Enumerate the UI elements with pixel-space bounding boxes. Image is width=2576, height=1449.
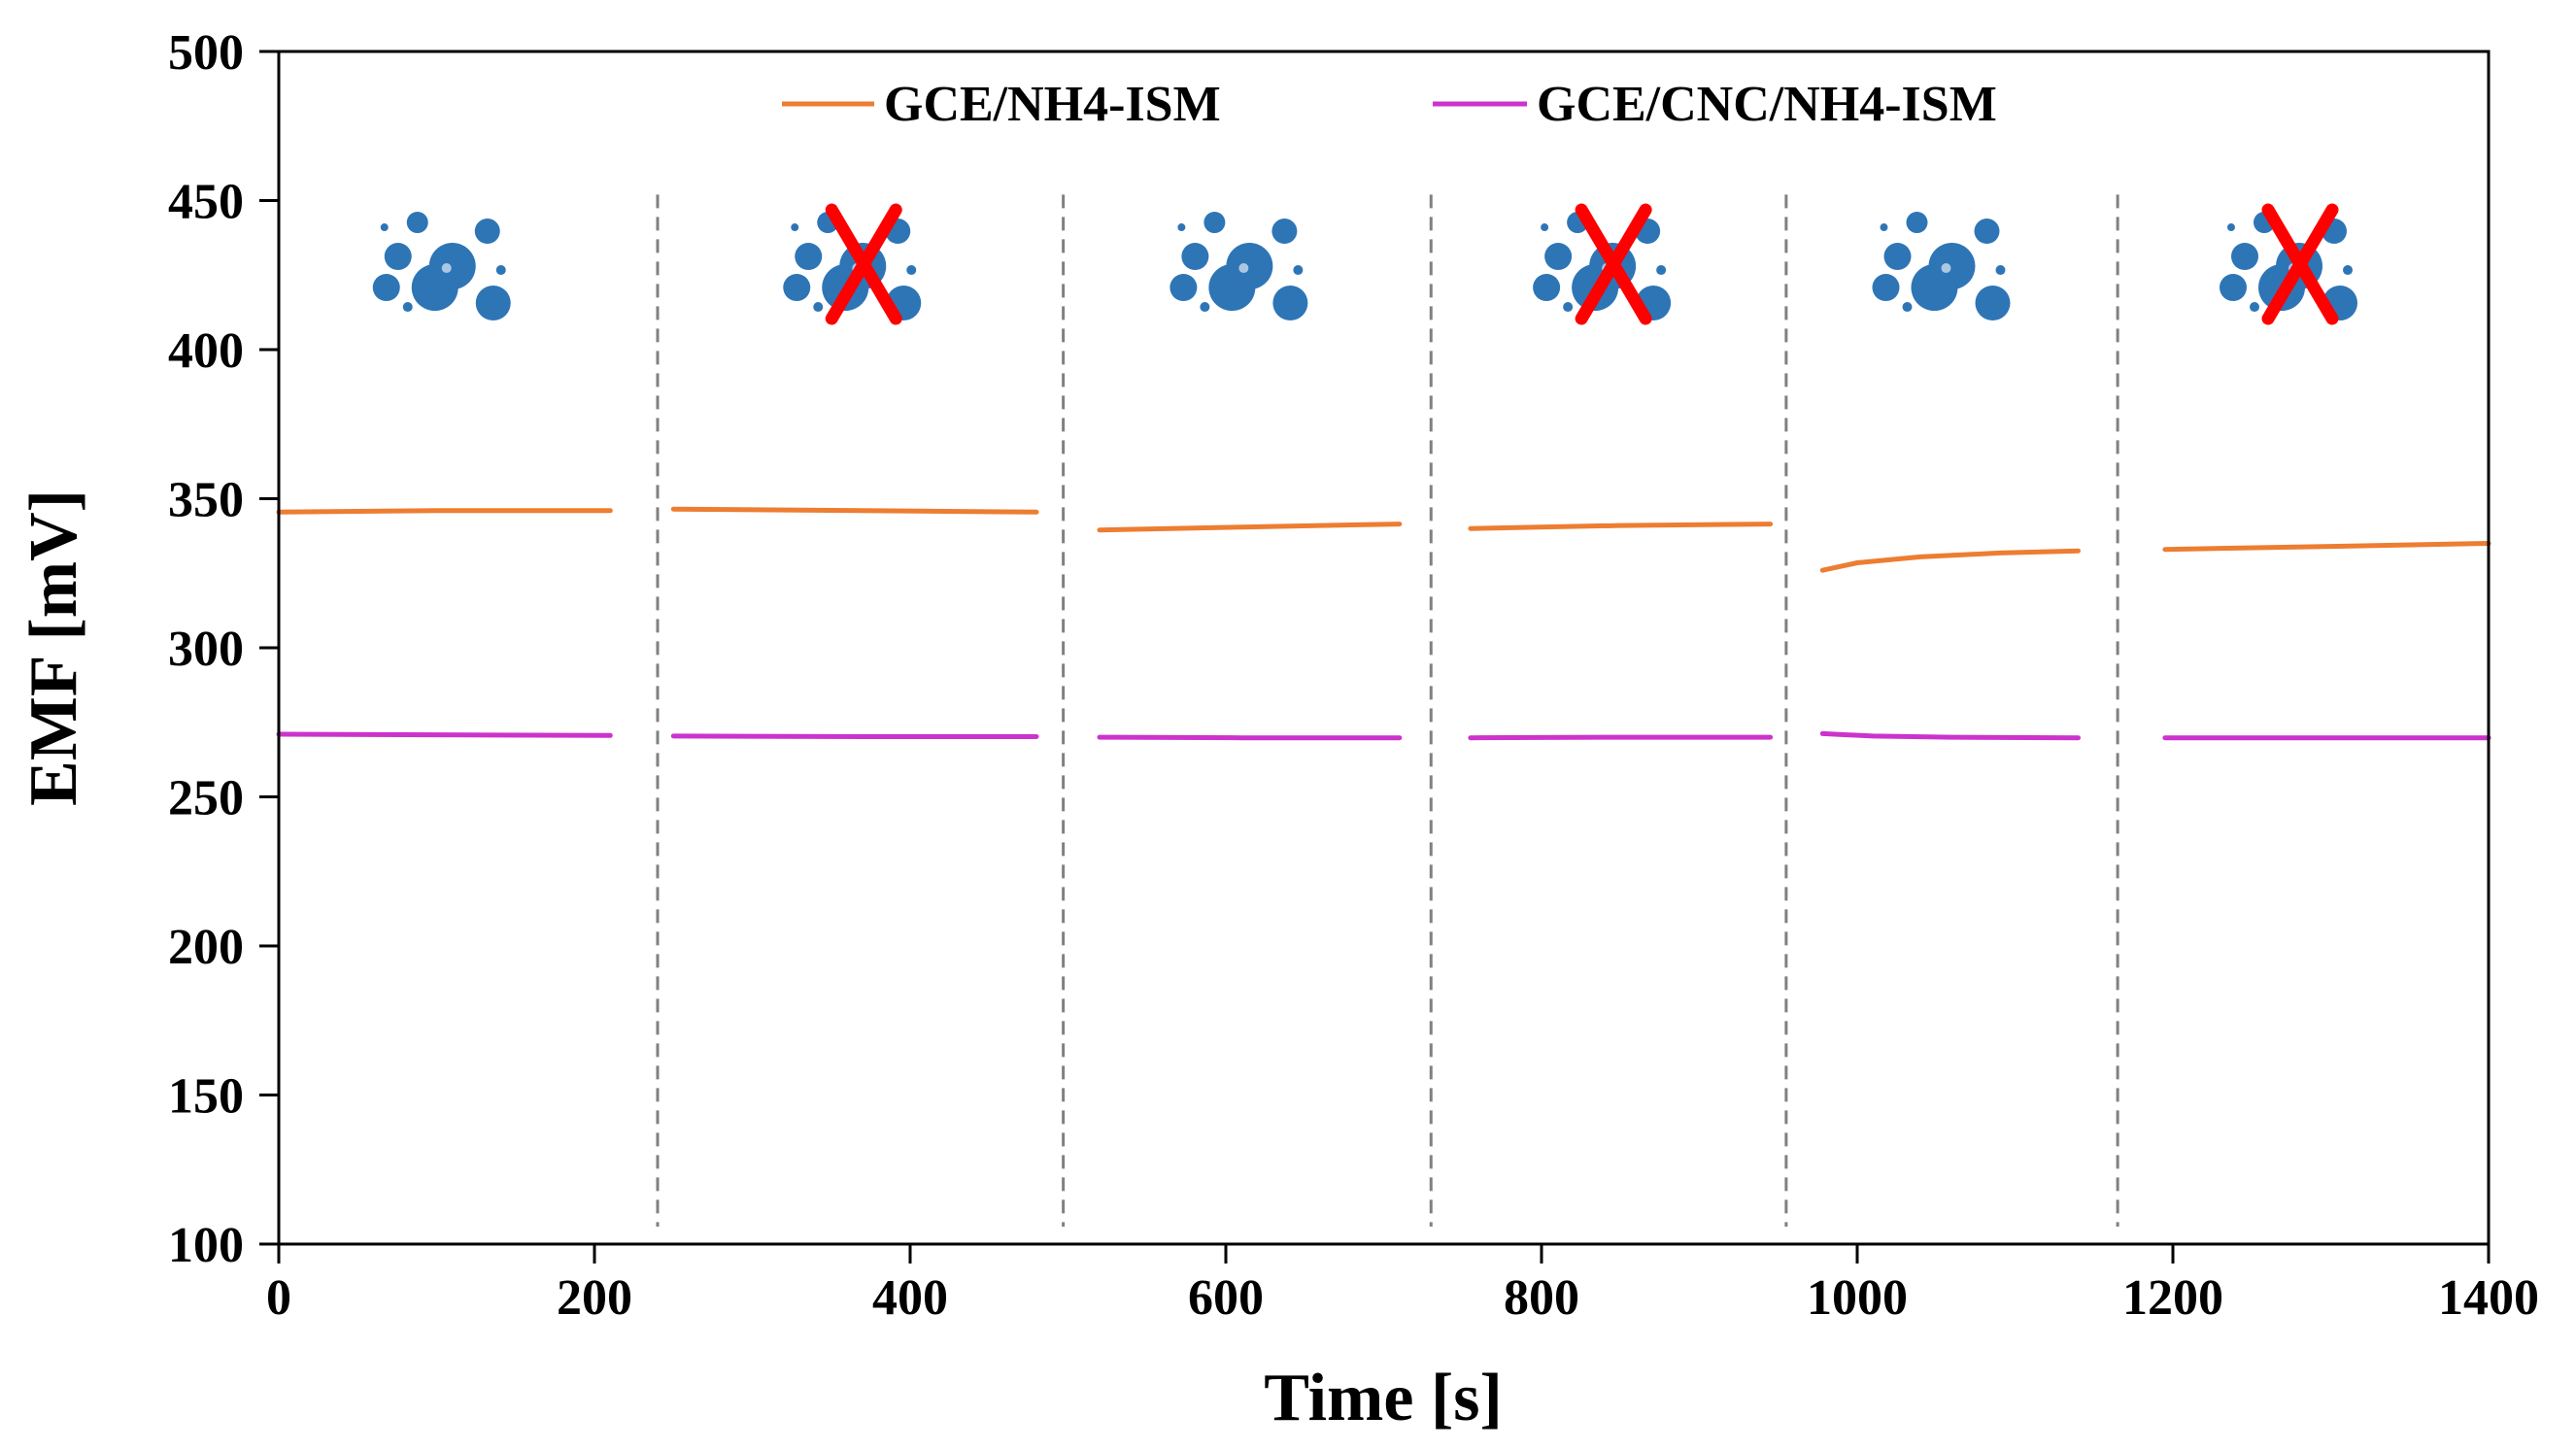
y-tick-label: 150 (168, 1069, 244, 1125)
bubbles-icon (1169, 212, 1308, 321)
legend: GCE/NH4-ISM GCE/CNC/NH4-ISM (782, 77, 1997, 132)
y-tick-label: 500 (168, 25, 244, 81)
y-tick-label: 250 (168, 771, 244, 826)
x-tick-label: 0 (266, 1270, 291, 1326)
series-gce-cnc-nh4-ism-segment-5 (1819, 730, 2081, 741)
series-gce-nh4-ism-segment-3 (1097, 522, 1403, 533)
series-gce-cnc-nh4-ism-segment-4 (1468, 734, 1774, 741)
bubbles-crossed-icon (1533, 203, 1672, 325)
x-tick-label: 800 (1504, 1270, 1579, 1326)
red-cross-icon (825, 203, 902, 325)
red-cross-icon (2261, 203, 2339, 325)
series-gce-nh4-ism-segment-4 (1468, 522, 1774, 531)
series-gce-cnc-nh4-ism-segment-2 (670, 733, 1039, 739)
y-tick-label: 450 (168, 175, 244, 230)
x-tick-label: 600 (1188, 1270, 1264, 1326)
x-tick-label: 1000 (1807, 1270, 1908, 1326)
y-axis-title: EMF [mV] (17, 489, 91, 806)
x-tick-label: 200 (557, 1270, 632, 1326)
series-lines (276, 506, 2491, 741)
x-tick-label: 1200 (2122, 1270, 2223, 1326)
series-gce-cnc-nh4-ism-segment-1 (276, 731, 613, 738)
series-gce-nh4-ism-segment-5 (1819, 548, 2081, 573)
series-gce-cnc-nh4-ism-segment-3 (1097, 734, 1403, 741)
y-tick-label: 200 (168, 920, 244, 975)
bubbles-crossed-icon (783, 203, 922, 325)
red-cross-icon (1575, 203, 1652, 325)
y-tick-label: 100 (168, 1218, 244, 1273)
series-gce-nh4-ism-segment-6 (2162, 541, 2491, 553)
legend-label-gce-cnc-nh4-ism: GCE/CNC/NH4-ISM (1537, 77, 1997, 132)
x-axis-title: Time [s] (1264, 1361, 1503, 1435)
bubbles-icon (1872, 212, 2011, 321)
y-tick-label: 300 (168, 622, 244, 677)
plot-frame (277, 50, 2491, 1246)
y-tick-label: 400 (168, 323, 244, 379)
series-gce-nh4-ism-segment-2 (670, 506, 1039, 515)
bubbles-icon (372, 212, 511, 321)
x-axis: 0 200 400 600 800 1000 1200 1400 (266, 1244, 2539, 1326)
y-axis: 100 150 200 250 300 350 400 450 500 (168, 25, 279, 1273)
water-layer-icons (372, 203, 2357, 325)
x-tick-label: 400 (872, 1270, 948, 1326)
bubbles-crossed-icon (2220, 203, 2357, 325)
legend-label-gce-nh4-ism: GCE/NH4-ISM (884, 77, 1221, 132)
y-tick-label: 350 (168, 473, 244, 528)
phase-dividers (656, 194, 2119, 1227)
series-gce-nh4-ism-segment-1 (276, 508, 613, 515)
x-tick-label: 1400 (2438, 1270, 2539, 1326)
